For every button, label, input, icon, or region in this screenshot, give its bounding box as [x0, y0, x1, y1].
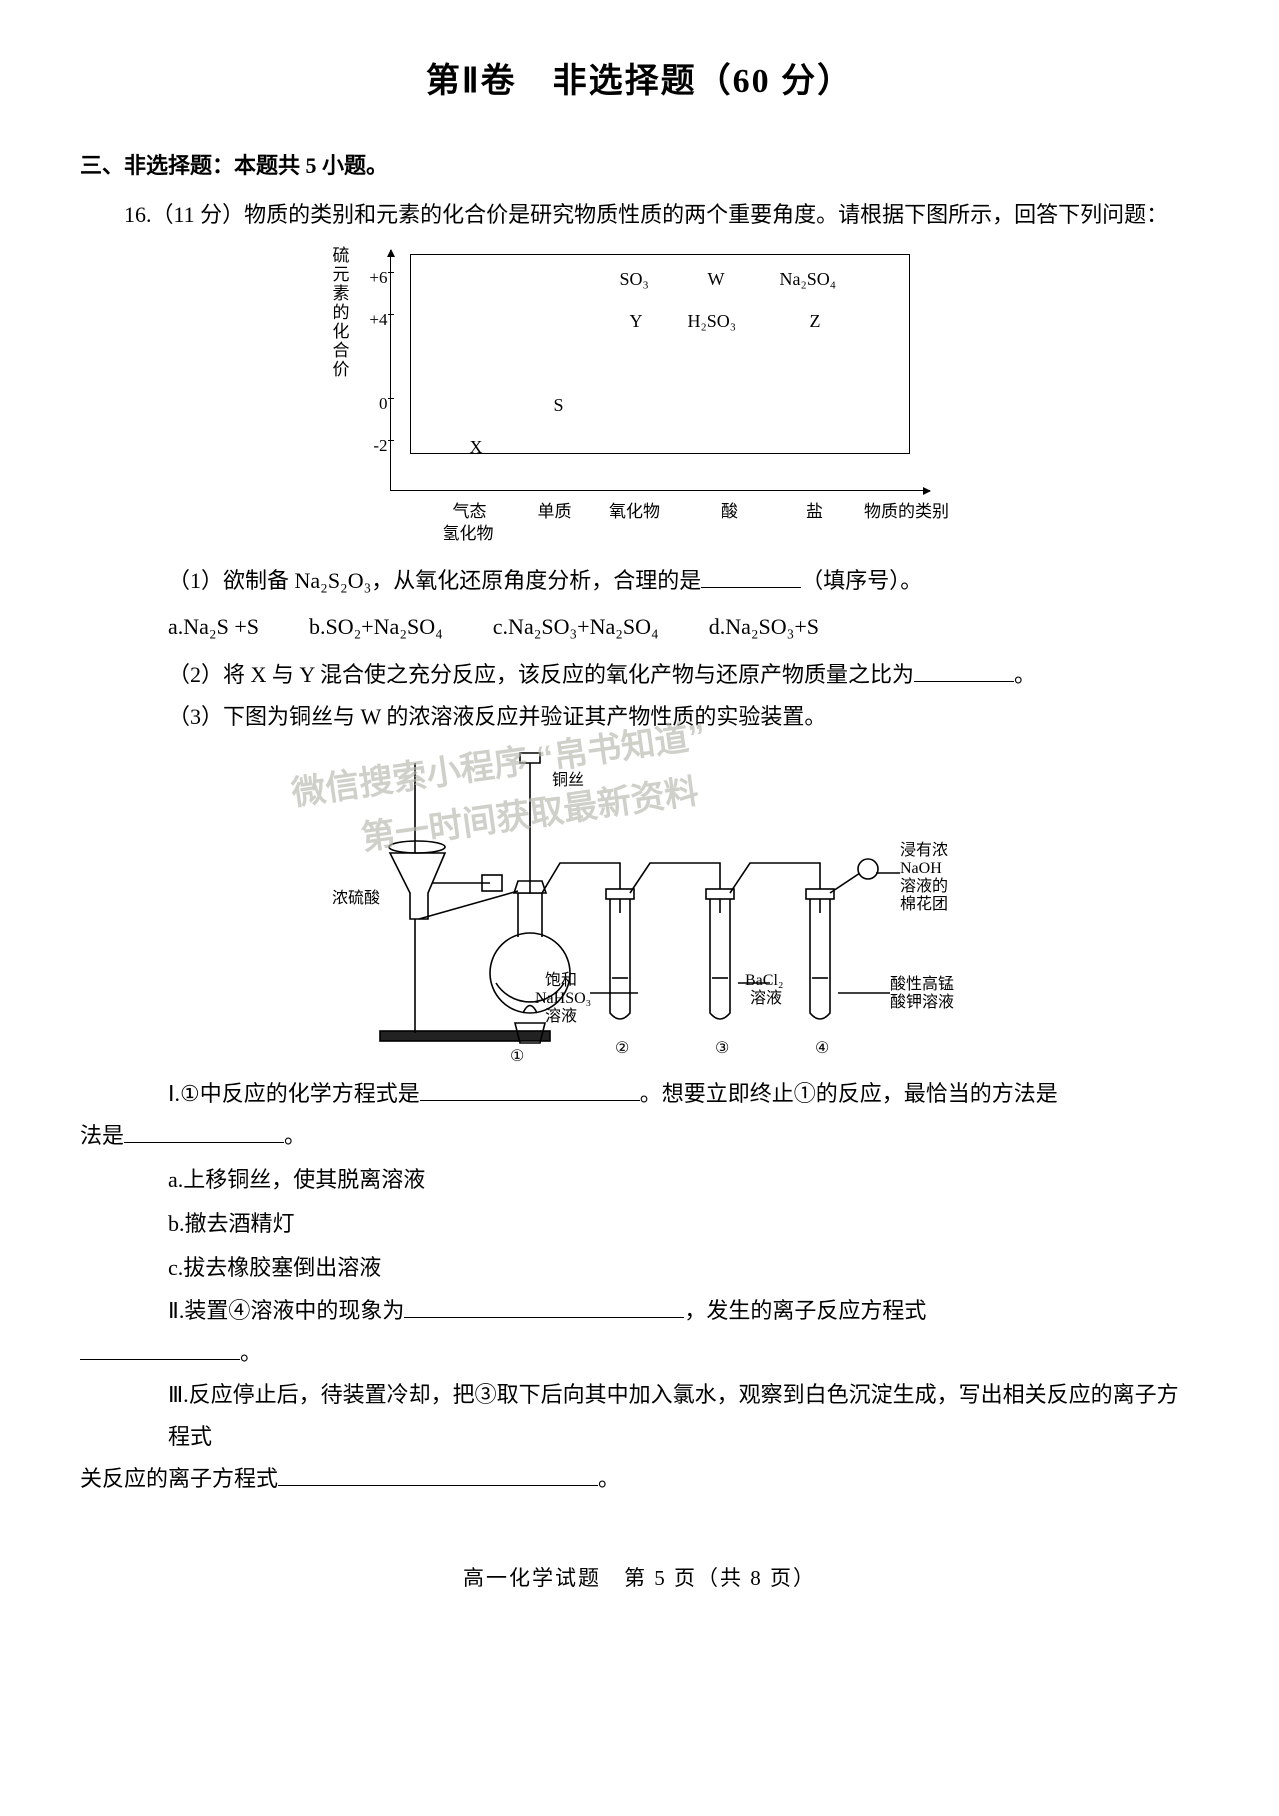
num-2: ② — [615, 1040, 629, 1057]
xlab-1: 单质 — [515, 496, 595, 528]
pt-y: Y — [630, 304, 643, 338]
num-4: ④ — [815, 1040, 829, 1057]
opt-c: c.Na₂SO₃+Na₂SO₄ — [493, 606, 659, 648]
p-I: Ⅰ.①中反应的化学方程式是。想要立即终止①的反应，最恰当的方法是 — [124, 1073, 1199, 1115]
section-heading: 三、非选择题：本题共 5 小题。 — [80, 145, 1199, 187]
chart-container: 硫元素的化合价 +6 +4 0 -2 SO₃ W Na₂SO₄ Y H₂SO₃ … — [80, 246, 1199, 546]
xlab-4: 盐 — [775, 496, 855, 528]
lbl-bacl2-2: 溶液 — [750, 989, 782, 1007]
pt-w: W — [708, 262, 725, 296]
blank-II-obs — [404, 1294, 684, 1318]
p-III-tail: 关反应的离子方程式。 — [80, 1458, 1199, 1500]
y-axis — [390, 250, 391, 490]
xlab-3: 酸 — [690, 496, 770, 528]
valence-chart: 硫元素的化合价 +6 +4 0 -2 SO₃ W Na₂SO₄ Y H₂SO₃ … — [320, 246, 960, 546]
lbl-nahso3-1: 饱和 — [545, 971, 577, 989]
opt-d: d.Na₂SO₃+S — [709, 606, 819, 648]
mc-a: a.上移铜丝，使其脱离溶液 — [168, 1159, 1199, 1201]
opt-b: b.SO₂+Na₂SO₄ — [309, 606, 443, 648]
lbl-nahso3-2: NaHSO₃ — [535, 990, 591, 1007]
lbl-kmno4-1: 酸性高锰 — [890, 975, 954, 993]
xlab-sub: 氢化物 — [443, 518, 494, 550]
blank-III-eq — [278, 1461, 598, 1485]
pt-z: Z — [810, 304, 821, 338]
p-III: Ⅲ.反应停止后，待装置冷却，把③取下后向其中加入氯水，观察到白色沉淀生成，写出相… — [168, 1374, 1199, 1458]
xlab-2: 氧化物 — [595, 496, 675, 528]
ytick-4: +4 — [364, 304, 388, 336]
page-title: 第Ⅱ卷 非选择题（60 分） — [80, 50, 1199, 115]
apparatus-svg: 铜丝 浓硫酸 饱和 NaHSO₃ 溶液 BaCl₂ 溶液 浸有浓 NaOH 溶液… — [260, 743, 1020, 1063]
lbl-bacl2-1: BaCl₂ — [745, 972, 783, 989]
x-axis — [390, 490, 930, 491]
ytick-n2: -2 — [364, 430, 388, 462]
q16-3: （3）下图为铜丝与 W 的浓溶液反应并验证其产物性质的实验装置。 — [124, 696, 1199, 738]
pt-na2so4: Na₂SO₄ — [780, 262, 837, 296]
opt-a: a.Na₂S +S — [168, 606, 259, 648]
lbl-nahso3-3: 溶液 — [545, 1007, 577, 1025]
q16-intro: 16.（11 分）物质的类别和元素的化合价是研究物质性质的两个重要角度。请根据下… — [80, 194, 1199, 236]
q16-2: （2）将 X 与 Y 混合使之充分反应，该反应的氧化产物与还原产物质量之比为。 — [124, 654, 1199, 696]
lbl-cotton-1: 浸有浓 — [900, 841, 948, 859]
xlab-5: 物质的类别 — [852, 496, 962, 528]
blank-I-eq — [420, 1077, 640, 1101]
p-I-tail: 法是。 — [80, 1115, 1199, 1157]
pt-h2so3: H₂SO₃ — [688, 304, 737, 338]
p-II-tail: 。 — [80, 1332, 1199, 1374]
p-II: Ⅱ.装置④溶液中的现象为，发生的离子反应方程式 — [168, 1290, 1199, 1332]
lbl-cotton-2: NaOH — [900, 860, 942, 877]
num-1: ① — [510, 1048, 524, 1063]
lbl-copper: 铜丝 — [552, 771, 584, 789]
blank-II-eq — [80, 1336, 240, 1360]
pt-x: X — [470, 430, 483, 464]
mc-c: c.拔去橡胶塞倒出溶液 — [168, 1247, 1199, 1289]
lbl-cotton-3: 溶液的 — [900, 877, 948, 895]
blank-I-method — [124, 1119, 284, 1143]
ytick-6: +6 — [364, 262, 388, 294]
lbl-h2so4: 浓硫酸 — [332, 889, 380, 907]
q16-1-options: a.Na₂S +S b.SO₂+Na₂SO₄ c.Na₂SO₃+Na₂SO₄ d… — [168, 606, 1199, 648]
blank-1 — [701, 564, 801, 588]
ytick-0: 0 — [364, 388, 388, 420]
pt-so3: SO₃ — [620, 262, 649, 296]
pt-s: S — [554, 388, 564, 422]
method-choices: a.上移铜丝，使其脱离溶液 b.撤去酒精灯 c.拔去橡胶塞倒出溶液 — [168, 1159, 1199, 1288]
y-axis-label: 硫元素的化合价 — [320, 246, 348, 379]
mc-b: b.撤去酒精灯 — [168, 1203, 1199, 1245]
blank-2 — [914, 658, 1014, 682]
q16-1: （1）欲制备 Na₂S₂O₃，从氧化还原角度分析，合理的是（填序号）。 — [124, 560, 1199, 602]
lbl-kmno4-2: 酸钾溶液 — [890, 993, 954, 1011]
num-3: ③ — [715, 1040, 729, 1057]
lbl-cotton-4: 棉花团 — [900, 895, 948, 913]
page-footer: 高一化学试题 第 5 页（共 8 页） — [80, 1559, 1199, 1599]
apparatus-diagram: 铜丝 浓硫酸 饱和 NaHSO₃ 溶液 BaCl₂ 溶液 浸有浓 NaOH 溶液… — [80, 743, 1199, 1063]
